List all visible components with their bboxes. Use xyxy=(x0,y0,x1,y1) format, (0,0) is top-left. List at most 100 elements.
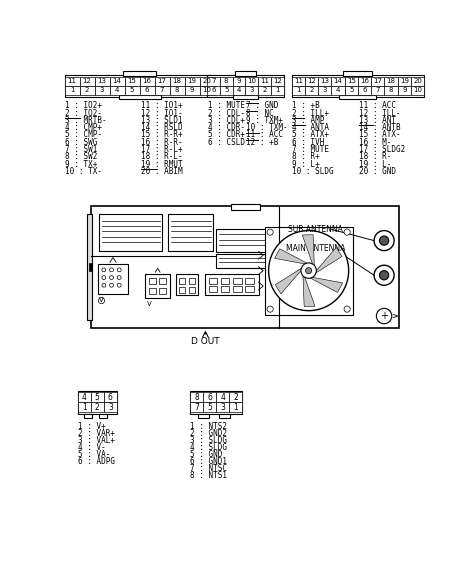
Text: 12 : ILL-: 12 : ILL- xyxy=(359,108,400,118)
Text: 8: 8 xyxy=(389,87,393,94)
Text: 2: 2 xyxy=(234,393,238,402)
Circle shape xyxy=(379,236,389,245)
Bar xyxy=(358,86,371,95)
Text: 5 : CMP-: 5 : CMP- xyxy=(65,130,102,139)
Text: 7 : NTSC: 7 : NTSC xyxy=(190,464,227,473)
Text: 1 : +B: 1 : +B xyxy=(292,101,320,110)
Bar xyxy=(139,86,155,95)
Circle shape xyxy=(344,306,350,312)
Text: 6: 6 xyxy=(145,87,149,94)
Text: 9 : TX+: 9 : TX+ xyxy=(65,160,98,169)
Bar xyxy=(345,76,358,86)
Text: 1: 1 xyxy=(234,403,238,412)
Circle shape xyxy=(102,284,106,287)
Circle shape xyxy=(379,270,389,280)
Circle shape xyxy=(267,306,273,312)
Text: 18: 18 xyxy=(387,78,396,84)
Bar xyxy=(199,76,215,86)
Bar xyxy=(246,278,254,284)
Bar xyxy=(203,402,216,412)
Text: 17 : R-L+: 17 : R-L+ xyxy=(141,145,183,154)
Bar xyxy=(123,71,156,76)
Bar xyxy=(233,86,246,95)
Text: 12: 12 xyxy=(83,78,91,84)
Text: 3 : CDL+: 3 : CDL+ xyxy=(208,116,245,125)
Text: 5 : CDR+: 5 : CDR+ xyxy=(208,130,245,139)
Text: 14 : RSLD: 14 : RSLD xyxy=(141,123,183,132)
Circle shape xyxy=(374,265,394,285)
Bar xyxy=(179,287,186,293)
Text: 14: 14 xyxy=(334,78,342,84)
Text: 19: 19 xyxy=(188,78,197,84)
Text: 3 : AMP: 3 : AMP xyxy=(292,116,325,125)
Bar xyxy=(155,76,169,86)
Text: 19: 19 xyxy=(400,78,409,84)
Text: 5: 5 xyxy=(95,393,99,402)
Bar xyxy=(79,76,95,86)
Circle shape xyxy=(109,268,113,272)
Text: 17 : SLDG2: 17 : SLDG2 xyxy=(359,145,405,154)
Text: 5: 5 xyxy=(224,87,228,94)
Bar xyxy=(125,86,139,95)
Bar xyxy=(99,414,108,418)
Bar xyxy=(235,71,256,76)
Text: 1: 1 xyxy=(70,87,74,94)
Bar xyxy=(185,76,199,86)
Text: 4 : CMP+: 4 : CMP+ xyxy=(65,123,102,132)
Circle shape xyxy=(117,284,121,287)
Text: 4: 4 xyxy=(82,393,87,402)
Text: 7: 7 xyxy=(211,78,216,84)
Bar xyxy=(79,86,95,95)
Text: 11 : ACC: 11 : ACC xyxy=(246,130,283,139)
Bar xyxy=(78,391,117,414)
Bar xyxy=(221,286,229,292)
Circle shape xyxy=(109,284,113,287)
Text: 11: 11 xyxy=(68,78,77,84)
Bar xyxy=(318,76,331,86)
Text: 3 : SLDG: 3 : SLDG xyxy=(190,436,227,445)
Text: 3 : VAL+: 3 : VAL+ xyxy=(78,436,115,445)
Bar xyxy=(207,75,284,96)
Bar xyxy=(331,86,345,95)
Polygon shape xyxy=(275,268,301,294)
Bar xyxy=(292,86,305,95)
Text: 9: 9 xyxy=(190,87,194,94)
Text: V: V xyxy=(147,301,152,307)
Bar xyxy=(89,263,92,270)
Text: 5 : VA-: 5 : VA- xyxy=(78,450,110,459)
Bar xyxy=(203,392,216,402)
Text: 2: 2 xyxy=(85,87,89,94)
Text: 9: 9 xyxy=(402,87,407,94)
Text: 13: 13 xyxy=(320,78,329,84)
Text: 6 : GND1: 6 : GND1 xyxy=(190,457,227,466)
Bar xyxy=(233,95,258,99)
Text: 4 : ANTA: 4 : ANTA xyxy=(292,123,329,132)
Text: 8: 8 xyxy=(194,393,199,402)
Bar xyxy=(207,86,220,95)
Bar xyxy=(233,286,242,292)
Bar xyxy=(305,86,318,95)
Text: 7: 7 xyxy=(376,87,380,94)
Bar xyxy=(371,86,385,95)
Text: 4: 4 xyxy=(336,87,340,94)
Text: 14: 14 xyxy=(113,78,121,84)
Bar xyxy=(207,76,220,86)
Bar xyxy=(265,227,353,315)
Text: 6 : ADPG: 6 : ADPG xyxy=(78,457,115,466)
Text: MAIN ANTENNA: MAIN ANTENNA xyxy=(286,244,345,253)
Circle shape xyxy=(117,276,121,280)
Text: 4: 4 xyxy=(220,393,225,402)
Text: 6: 6 xyxy=(211,87,216,94)
Polygon shape xyxy=(302,235,314,265)
Text: 2 : GND2: 2 : GND2 xyxy=(190,429,227,437)
Text: 1: 1 xyxy=(82,403,87,412)
Bar xyxy=(216,254,276,268)
Circle shape xyxy=(268,231,348,311)
Bar xyxy=(159,288,166,294)
Circle shape xyxy=(344,229,350,235)
Bar xyxy=(185,86,199,95)
Text: 11 : ACC: 11 : ACC xyxy=(359,101,396,110)
Bar xyxy=(221,278,229,284)
Bar xyxy=(397,86,411,95)
Text: 6 : CSLD: 6 : CSLD xyxy=(208,138,245,147)
